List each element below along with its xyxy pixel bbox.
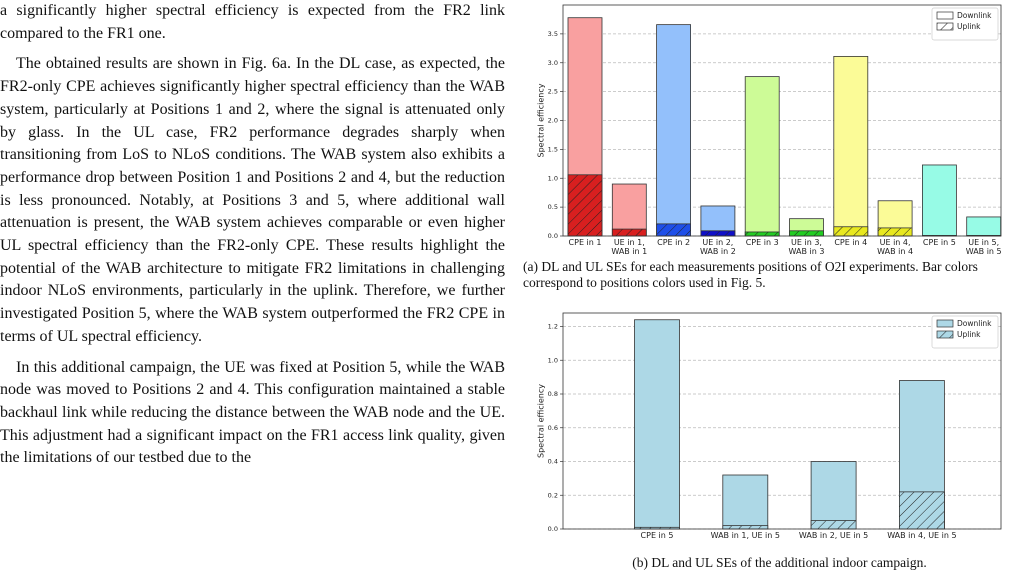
legend-hatch xyxy=(937,23,953,30)
bar-hatch xyxy=(656,223,691,236)
bar-hatch xyxy=(811,520,857,529)
downlink-bar xyxy=(744,76,780,237)
x-tick-label: CPE in 4 xyxy=(834,238,868,247)
downlink-bar xyxy=(833,55,869,237)
x-tick-label: CPE in 1 xyxy=(568,238,602,247)
x-tick-label: CPE in 5 xyxy=(922,238,956,247)
figure-caption: (a) DL and UL SEs for each measurements … xyxy=(523,259,978,290)
y-tick-label: 3.0 xyxy=(548,59,558,67)
x-tick-label: UE in 3, WAB in 3 xyxy=(788,238,825,256)
downlink-bar xyxy=(656,24,691,237)
bar-hatch xyxy=(634,527,680,529)
bar-hatch xyxy=(878,227,913,236)
bar-hatch xyxy=(789,230,824,236)
x-tick-label: UE in 4, WAB in 4 xyxy=(877,238,914,256)
bar-hatch xyxy=(612,229,647,236)
y-tick-label: 2.0 xyxy=(548,117,558,125)
y-tick-label: 0.0 xyxy=(548,525,558,533)
legend-hatch xyxy=(937,331,953,338)
x-tick-label: CPE in 3 xyxy=(745,238,779,247)
y-tick-label: 2.5 xyxy=(548,88,558,96)
bar-hatch xyxy=(745,231,780,236)
y-tick-label: 1.0 xyxy=(548,174,558,182)
x-tick-label: UE in 2, WAB in 2 xyxy=(699,238,736,256)
y-tick-label: 1.2 xyxy=(548,323,558,331)
y-tick-label: 0.5 xyxy=(548,203,558,211)
downlink-bar xyxy=(810,461,857,530)
paragraph: In this additional campaign, the UE was … xyxy=(0,358,505,467)
y-tick-label: 0.4 xyxy=(548,458,558,466)
legend-label: Uplink xyxy=(957,22,981,31)
x-tick-label: CPE in 2 xyxy=(657,238,691,247)
paragraph: a significantly higher spectral efficien… xyxy=(0,2,505,42)
plot-frame xyxy=(562,4,1002,237)
plot-frame xyxy=(562,312,1002,530)
y-tick-label: 0.2 xyxy=(548,491,558,499)
bar-hatch xyxy=(700,230,735,236)
downlink-bar xyxy=(966,216,1002,237)
legend-label: Downlink xyxy=(957,319,992,328)
bar-hatch xyxy=(722,525,768,529)
x-tick-label: UE in 5, WAB in 5 xyxy=(965,238,1002,256)
y-tick-label: 1.0 xyxy=(548,356,558,364)
figure-caption: (b) DL and UL SEs of the additional indo… xyxy=(632,555,927,570)
x-tick-label: WAB in 4, UE in 5 xyxy=(887,531,957,540)
downlink-bar xyxy=(634,319,680,530)
x-tick-label: UE in 1, WAB in 1 xyxy=(611,238,648,256)
y-tick-label: 0.0 xyxy=(548,232,558,240)
paragraph: The obtained results are shown in Fig. 6… xyxy=(0,55,505,345)
downlink-bar xyxy=(922,164,957,237)
text-column: a significantly higher spectral efficien… xyxy=(0,0,505,478)
y-tick-label: 3.5 xyxy=(548,30,558,38)
y-tick-label: 1.5 xyxy=(548,145,558,153)
bar-hatch xyxy=(899,491,945,529)
y-tick-label: 0.6 xyxy=(548,424,558,432)
y-tick-label: 0.8 xyxy=(548,390,558,398)
downlink-bar xyxy=(722,474,769,530)
bar-hatch xyxy=(568,174,602,236)
legend-swatch xyxy=(936,319,954,328)
downlink-bar xyxy=(611,183,647,237)
x-tick-label: WAB in 1, UE in 5 xyxy=(710,531,780,540)
x-tick-label: WAB in 2, UE in 5 xyxy=(798,531,869,540)
bar-hatch xyxy=(833,226,868,236)
y-axis-label: Spectral efficiency xyxy=(537,83,546,157)
legend-label: Downlink xyxy=(957,11,992,20)
x-tick-label: CPE in 5 xyxy=(640,531,674,540)
legend-label: Uplink xyxy=(957,330,981,339)
legend-swatch xyxy=(936,11,954,20)
y-axis-label: Spectral efficiency xyxy=(537,384,546,458)
